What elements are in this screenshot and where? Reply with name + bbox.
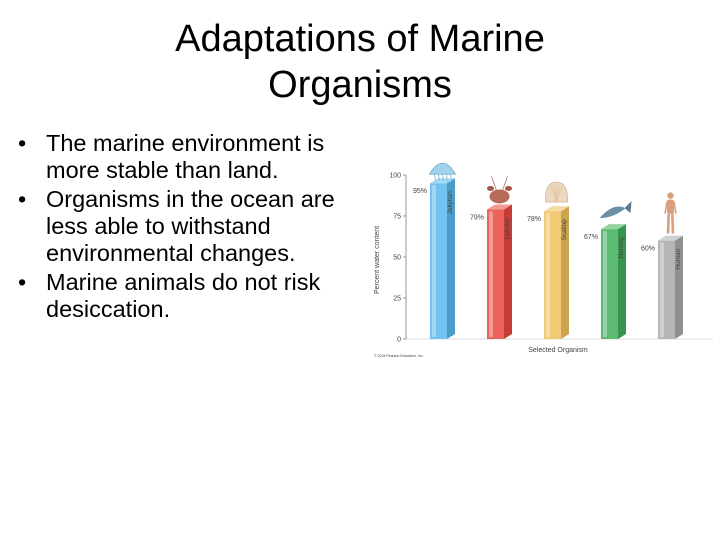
title-line-2: Organisms (268, 64, 452, 106)
bar-jellyfish (430, 183, 447, 339)
category-label: Lobster (504, 217, 511, 240)
scallop-ridge (553, 185, 557, 202)
y-tick-label: 25 (393, 296, 401, 303)
bar-herring (601, 229, 618, 339)
bullet-dot: • (18, 269, 27, 295)
category-label: Herring (618, 237, 625, 259)
bar-top (487, 204, 512, 210)
human-head (667, 192, 674, 199)
value-label: 95% (413, 188, 427, 195)
lobster-icon (487, 176, 512, 204)
bullet-text: Marine animals do not risk desiccation. (46, 269, 321, 322)
human-icon (664, 192, 677, 234)
bar-highlight (660, 242, 664, 337)
bar-side (561, 206, 569, 339)
lobster-antenna (502, 176, 508, 191)
category-label: Scallop (561, 219, 568, 241)
y-axis-title: Percent water content (374, 226, 381, 294)
lobster-claw (487, 185, 494, 191)
bar-human (658, 240, 675, 339)
category-label: Human (675, 248, 682, 269)
bar-side (504, 204, 512, 339)
x-axis-title: Selected Organism (528, 347, 588, 354)
scallop-ridge (556, 184, 563, 202)
bullet-item: • Marine animals do not risk desiccation. (18, 269, 363, 323)
bar-highlight (546, 213, 550, 337)
bullet-text: Organisms in the ocean are less able to … (46, 186, 335, 266)
y-tick-label: 100 (389, 173, 401, 180)
y-tick-label: 50 (393, 255, 401, 262)
scallop-ridge (550, 184, 557, 202)
bar-highlight (603, 231, 607, 337)
bar-side (447, 178, 455, 339)
jellyfish-icon (428, 162, 457, 182)
lobster-body (489, 189, 510, 204)
jellyfish-tentacle (438, 174, 440, 182)
jellyfish-tentacle (450, 174, 452, 182)
lobster-antenna (491, 176, 497, 191)
bar-side (675, 235, 683, 339)
human-arm (664, 201, 668, 214)
herring-body (599, 206, 626, 219)
value-label: 78% (527, 216, 541, 223)
bar-lobster (487, 209, 504, 339)
bar-side (618, 224, 626, 339)
value-label: 60% (641, 246, 655, 253)
herring-tail (624, 201, 632, 214)
bar-top (430, 178, 455, 184)
bullet-dot: • (18, 186, 27, 212)
herring-icon (599, 201, 632, 219)
bullet-item: • Organisms in the ocean are less able to… (18, 186, 363, 267)
lobster-claw (505, 185, 512, 191)
scallop-ridge (556, 185, 560, 202)
scallop-icon (545, 181, 568, 203)
bullet-list: • The marine environment is more stable t… (18, 130, 363, 325)
bar-top (658, 235, 683, 241)
jellyfish-bell (428, 162, 457, 175)
water-content-figure: 0 25 50 75 100 95% Jellyfish 79% Lobster 78% Scal… (368, 125, 718, 365)
value-label: 79% (470, 214, 484, 221)
jellyfish-tentacle (446, 174, 448, 182)
bullet-text: The marine environment is more stable th… (46, 130, 325, 183)
y-tick-label: 0 (397, 337, 401, 344)
bar-highlight (432, 185, 436, 337)
copyright-credit: © 2004 Pearson Education, Inc. (374, 354, 423, 358)
human-leg (666, 213, 670, 234)
bar-top (601, 224, 626, 230)
bar-top (544, 206, 569, 212)
title-line-1: Adaptations of Marine (175, 18, 545, 60)
bar-scallop (544, 211, 561, 339)
water-content-chart: 0 25 50 75 100 95% Jellyfish 79% Lobster 78% Scal… (374, 162, 713, 358)
human-arm (673, 201, 677, 214)
slide-title: Adaptations of Marine Organisms (110, 16, 610, 108)
y-tick-label: 75 (393, 214, 401, 221)
human-torso (667, 199, 674, 214)
bar-highlight (489, 211, 493, 337)
value-label: 67% (584, 234, 598, 241)
bullet-dot: • (18, 130, 27, 156)
jellyfish-tentacle (434, 174, 436, 182)
category-label: Jellyfish (447, 191, 454, 215)
jellyfish-tentacle (442, 174, 444, 182)
bullet-item: • The marine environment is more stable t… (18, 130, 363, 184)
human-leg (671, 213, 675, 234)
